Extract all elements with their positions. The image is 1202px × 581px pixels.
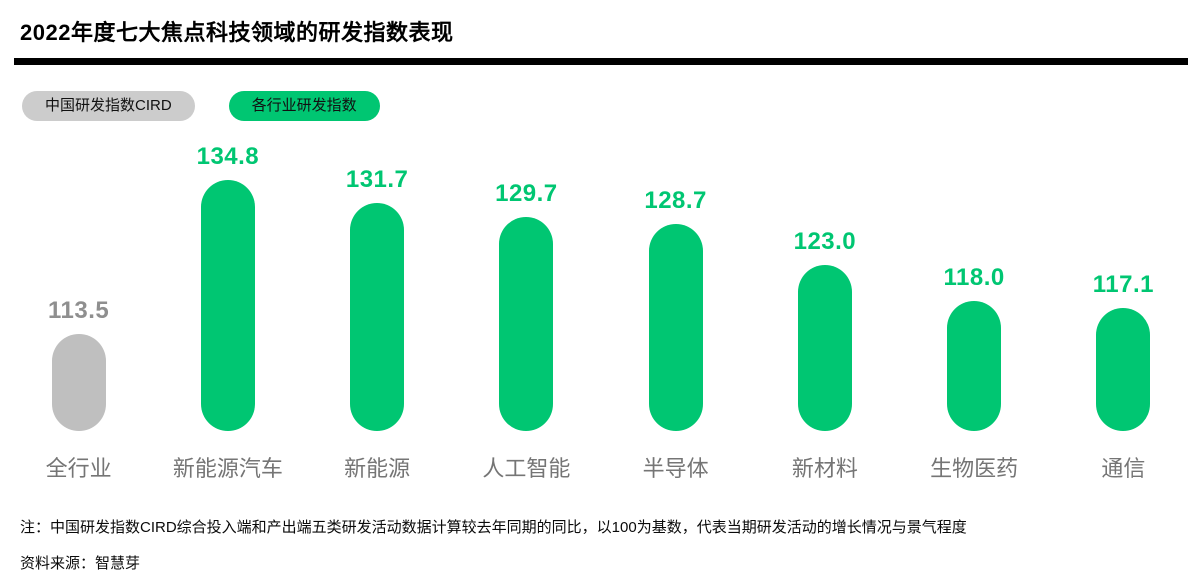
legend: 中国研发指数CIRD 各行业研发指数 xyxy=(22,91,1202,121)
bar-column: 117.1 xyxy=(1049,133,1198,431)
legend-pill-cird: 中国研发指数CIRD xyxy=(22,91,195,121)
bar-value-label: 118.0 xyxy=(943,264,1005,291)
bar-value-label: 117.1 xyxy=(1092,271,1154,298)
footnote: 注：中国研发指数CIRD综合投入端和产出端五类研发活动数据计算较去年同期的同比，… xyxy=(20,519,967,536)
bar-capsule xyxy=(200,180,255,431)
bar-category-label: 新材料 xyxy=(791,456,858,481)
bar-category-label: 通信 xyxy=(1101,456,1146,481)
bar-capsule xyxy=(648,224,703,431)
title-divider-rule xyxy=(14,58,1188,65)
bar-value-label: 129.7 xyxy=(495,180,558,207)
legend-pill-sectors: 各行业研发指数 xyxy=(228,91,380,121)
bar-chart: 113.5 134.8 131.7 129.7 128.7 123.0 118.0 117.1 xyxy=(0,133,1202,431)
bar-value-label: 123.0 xyxy=(793,228,857,255)
bar-value-label: 113.5 xyxy=(48,297,110,324)
bar-category-label: 人工智能 xyxy=(482,456,571,481)
bar-capsule xyxy=(1096,308,1151,431)
bar-column: 113.5 xyxy=(4,133,153,431)
bar-capsule xyxy=(350,203,405,431)
bar-column: 123.0 xyxy=(750,133,899,431)
bar-column: 128.7 xyxy=(601,133,750,431)
bar-column: 129.7 xyxy=(452,133,601,431)
bar-value-label: 128.7 xyxy=(644,187,707,214)
category-labels: 全行业 新能源汽车 新能源 人工智能 半导体 新材料 生物医药 通信 xyxy=(0,451,1202,483)
bar-category-label: 半导体 xyxy=(642,456,709,481)
bar-column: 118.0 xyxy=(900,133,1049,431)
page-title: 2022年度七大焦点科技领域的研发指数表现 xyxy=(20,20,454,45)
bar-value-label: 134.8 xyxy=(196,143,260,170)
bar-capsule xyxy=(797,265,852,431)
bar-category-label: 新能源汽车 xyxy=(172,456,283,481)
bar-capsule xyxy=(499,217,554,431)
bar-category-label: 新能源 xyxy=(344,456,411,481)
bar-value-label: 131.7 xyxy=(345,166,409,193)
bar-category-label: 生物医药 xyxy=(930,456,1019,481)
bar-capsule xyxy=(51,334,106,431)
bar-column: 131.7 xyxy=(303,133,452,431)
bar-capsule xyxy=(947,301,1002,431)
bar-category-label: 全行业 xyxy=(45,456,112,481)
bar-column: 134.8 xyxy=(153,133,302,431)
source-note: 资料来源：智慧芽 xyxy=(20,555,141,572)
